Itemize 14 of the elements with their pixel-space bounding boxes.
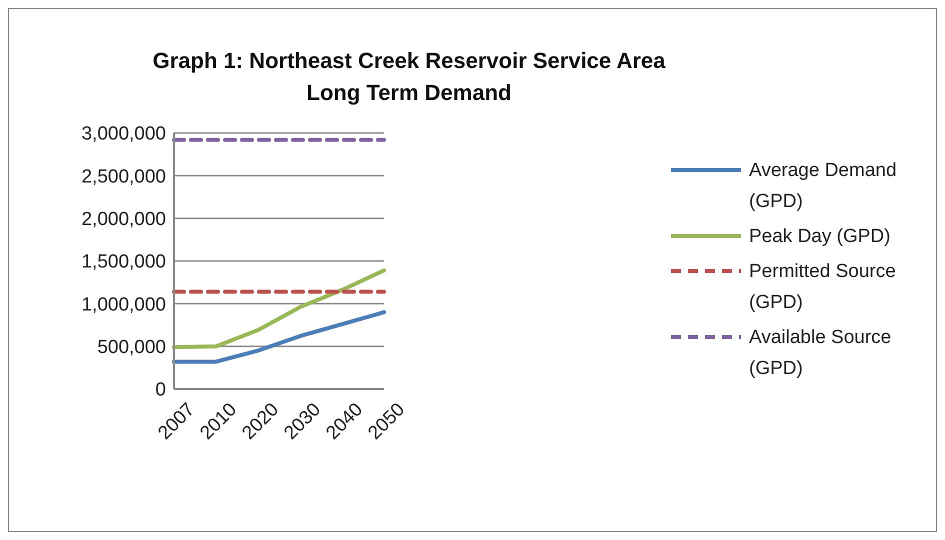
line-series (172, 268, 386, 350)
legend-label: Available Source (GPD) (749, 326, 892, 381)
legend-label: Average Demand (GPD) (749, 159, 898, 214)
y-tick-label: 2,000,000 (81, 209, 166, 230)
y-tick-label: 1,000,000 (81, 294, 166, 316)
y-tick-label: 500,000 (97, 337, 166, 358)
y-tick-label: 1,500,000 (81, 252, 166, 273)
y-tick-label: 3,000,000 (81, 124, 166, 145)
y-tick-label: 2,500,000 (81, 166, 166, 188)
chart-title: Graph 1: Northeast Creek Reservoir Service Area Long Term Demand (152, 47, 666, 107)
line-series (172, 310, 386, 364)
y-tick-label: 0 (155, 380, 166, 401)
legend-label: Permitted Source (GPD) (749, 260, 897, 315)
legend-label: Peak Day (GPD) (749, 225, 890, 249)
